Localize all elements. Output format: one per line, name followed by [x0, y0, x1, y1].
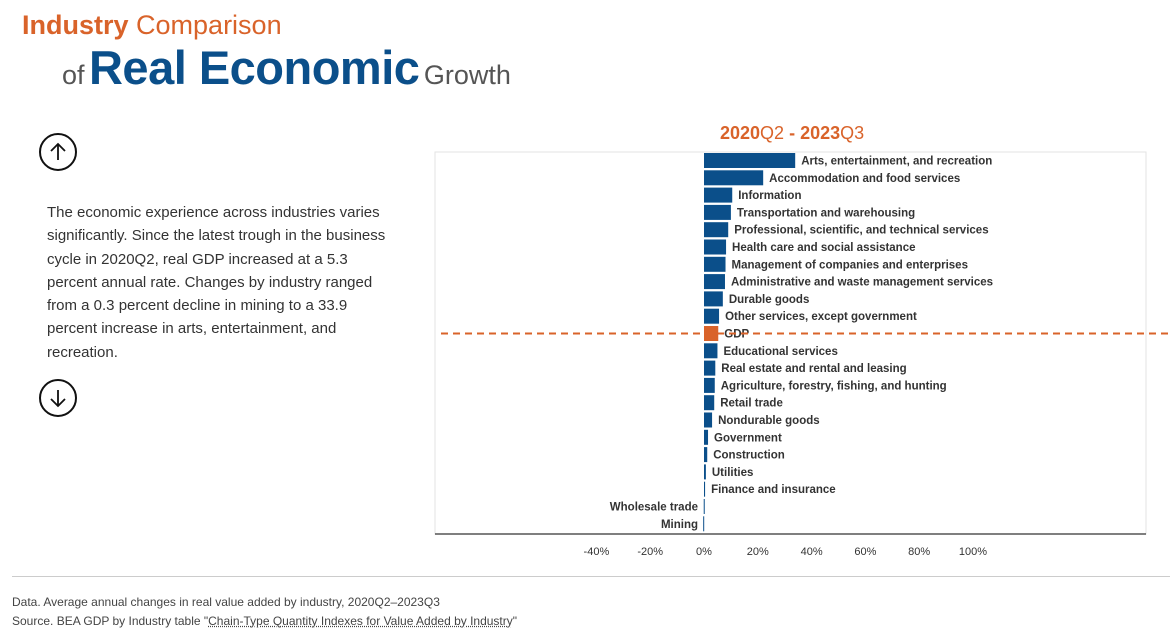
bar-label-0: Arts, entertainment, and recreation [801, 156, 992, 168]
bar-5[interactable] [704, 239, 727, 255]
bar-20[interactable] [703, 499, 705, 514]
bar-label-18: Utilities [712, 467, 754, 479]
bar-21[interactable] [703, 516, 705, 532]
scroll-down-button[interactable] [39, 379, 77, 417]
bar-label-19: Finance and insurance [711, 484, 836, 496]
bar-label-11: Educational services [723, 346, 837, 358]
bar-label-5: Health care and social assistance [732, 242, 915, 254]
arrow-down-icon [50, 390, 66, 408]
bar-label-21: Mining [661, 519, 698, 531]
bar-6[interactable] [704, 256, 726, 272]
bar-label-15: Nondurable goods [718, 415, 820, 427]
bar-label-20: Wholesale trade [610, 502, 698, 514]
bar-9[interactable] [704, 308, 720, 324]
footnote-data: Data. Average annual changes in real val… [12, 595, 440, 609]
bar-label-12: Real estate and rental and leasing [721, 363, 906, 375]
period-start-quarter: Q2 [760, 123, 785, 143]
x-tick-label-6: 80% [908, 546, 930, 558]
period-start-year: 2020 [720, 123, 761, 143]
bar-label-7: Administrative and waste management serv… [731, 277, 993, 289]
bar-label-8: Durable goods [729, 294, 810, 306]
title-comparison: Comparison [136, 10, 282, 40]
footer-divider [12, 576, 1170, 577]
x-tick-label-2: 0% [696, 546, 712, 558]
footnote-source: Source. BEA GDP by Industry table "Chain… [12, 614, 517, 628]
source-link[interactable]: Chain-Type Quantity Indexes for Value Ad… [208, 614, 513, 628]
x-tick-label-5: 60% [854, 546, 876, 558]
bar-label-13: Agriculture, forestry, fishing, and hunt… [721, 380, 947, 392]
bar-label-4: Professional, scientific, and technical … [734, 225, 988, 237]
bar-label-3: Transportation and warehousing [737, 207, 915, 219]
bar-16[interactable] [704, 429, 709, 445]
bar-4[interactable] [704, 222, 729, 238]
bar-label-9: Other services, except government [725, 311, 917, 323]
title-of: of [62, 60, 85, 90]
bar-11[interactable] [704, 343, 718, 359]
bar-label-6: Management of companies and enterprises [732, 259, 968, 271]
bar-label-2: Information [738, 190, 801, 202]
period-end-year: 2023 [800, 123, 841, 143]
arrow-up-icon [50, 142, 66, 160]
bar-19[interactable] [704, 481, 706, 497]
bar-18[interactable] [704, 464, 706, 480]
bar-2[interactable] [704, 187, 733, 203]
x-tick-label-1: -20% [637, 546, 663, 558]
page-title-line2: of Real Economic Growth [62, 40, 511, 95]
title-real-economic: Real Economic [88, 41, 420, 94]
bar-7[interactable] [704, 274, 725, 290]
bar-17[interactable] [704, 447, 708, 463]
bar-label-14: Retail trade [720, 398, 783, 410]
x-tick-label-4: 40% [801, 546, 823, 558]
bar-label-17: Construction [713, 450, 785, 462]
title-industry: Industry [22, 10, 129, 40]
bar-8[interactable] [704, 291, 723, 307]
x-tick-label-3: 20% [747, 546, 769, 558]
bar-label-1: Accommodation and food services [769, 173, 960, 185]
bar-1[interactable] [704, 170, 764, 186]
period-end-quarter: Q3 [840, 123, 865, 143]
bar-label-10: GDP [724, 329, 749, 341]
source-suffix: " [512, 614, 518, 628]
scroll-up-button[interactable] [39, 133, 77, 171]
bar-3[interactable] [704, 204, 731, 220]
bar-12[interactable] [704, 360, 716, 376]
period-separator: - [784, 123, 801, 143]
source-prefix: Source. BEA GDP by Industry table " [12, 614, 209, 628]
title-growth: Growth [423, 60, 511, 90]
chart-period-title: 2020Q2 - 2023Q3 [720, 123, 864, 144]
page-title-line1: Industry Comparison [22, 10, 282, 41]
bar-label-16: Government [714, 432, 782, 444]
bar-0[interactable] [704, 153, 796, 168]
bar-13[interactable] [704, 377, 715, 393]
bar-15[interactable] [704, 412, 713, 428]
bar-14[interactable] [704, 395, 715, 411]
x-tick-label-0: -40% [584, 546, 610, 558]
x-tick-label-7: 100% [959, 546, 987, 558]
narrative-text: The economic experience across industrie… [47, 204, 386, 361]
